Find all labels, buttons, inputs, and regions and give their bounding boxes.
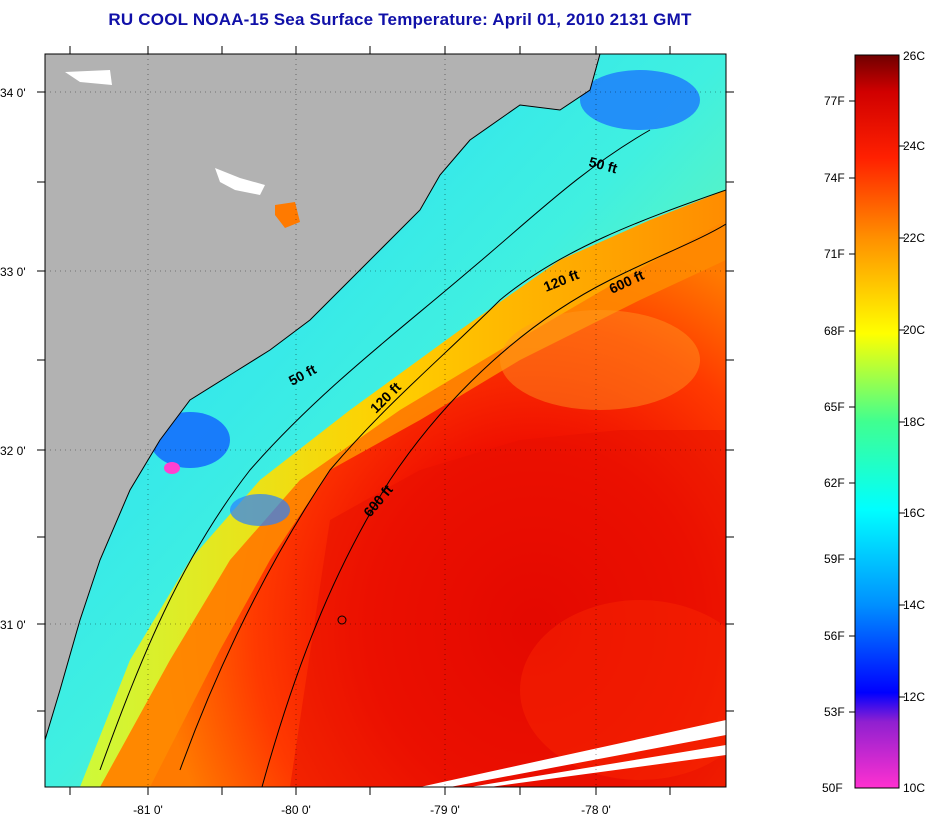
colorbar-f-label: 77F [824,94,845,108]
colorbar-c-label: 24C [903,139,925,153]
colorbar-f-label: 53F [824,705,845,719]
colorbar-c-label: 12C [903,690,925,704]
lon-tick-label: -78 0' [581,803,611,817]
land-mass [45,54,601,741]
cold-spot [164,462,180,474]
colorbar-f-label: 71F [824,247,845,261]
map-frame [44,53,727,788]
cold-patch [230,494,290,526]
warm-patch [275,202,300,228]
contour-600ft [261,223,726,787]
colorbar [854,54,900,789]
swath-gap [470,745,726,787]
warm-eddy [500,310,700,410]
lat-tick-label: 32 0' [0,444,26,458]
gulf-stream-core [290,430,726,787]
colorbar-c-label: 14C [903,598,925,612]
colorbar-f-label: 74F [824,171,845,185]
contour-ring [337,615,347,625]
lon-tick-label: -80 0' [281,803,311,817]
axis-ticks [37,46,734,795]
colorbar-ticks [849,100,905,713]
contour-50ft [99,129,651,771]
lat-tick-label: 31 0' [0,618,26,632]
graticule [45,54,726,787]
lon-tick-label: -79 0' [430,803,460,817]
lat-tick-label: 33 0' [0,265,26,279]
cloud-patch [215,168,265,195]
contour-label: 50 ft [587,153,619,176]
colorbar-f-label: 56F [824,629,845,643]
colorbar-c-label: 18C [903,415,925,429]
contour-120ft [179,189,726,771]
colorbar-f-label: 68F [824,324,845,338]
colorbar-f-label: 59F [824,552,845,566]
colorbar-c-label: 22C [903,231,925,245]
cloud-patch [65,70,112,85]
colorbar-c-label: 16C [903,506,925,520]
colorbar-c-label: 20C [903,323,925,337]
colorbar-c-label: 10C [903,781,925,795]
map-panel [45,54,726,787]
lon-tick-label: -81 0' [133,803,163,817]
cold-patch [580,70,700,130]
colorbar-c-label: 26C [903,49,925,63]
map-title: RU COOL NOAA-15 Sea Surface Temperature:… [108,10,692,29]
colorbar-f-label: 50F [822,781,843,795]
colorbar-f-label: 65F [824,400,845,414]
lat-tick-label: 34 0' [0,86,26,100]
colorbar-f-label: 62F [824,476,845,490]
swath-gap [420,720,726,787]
